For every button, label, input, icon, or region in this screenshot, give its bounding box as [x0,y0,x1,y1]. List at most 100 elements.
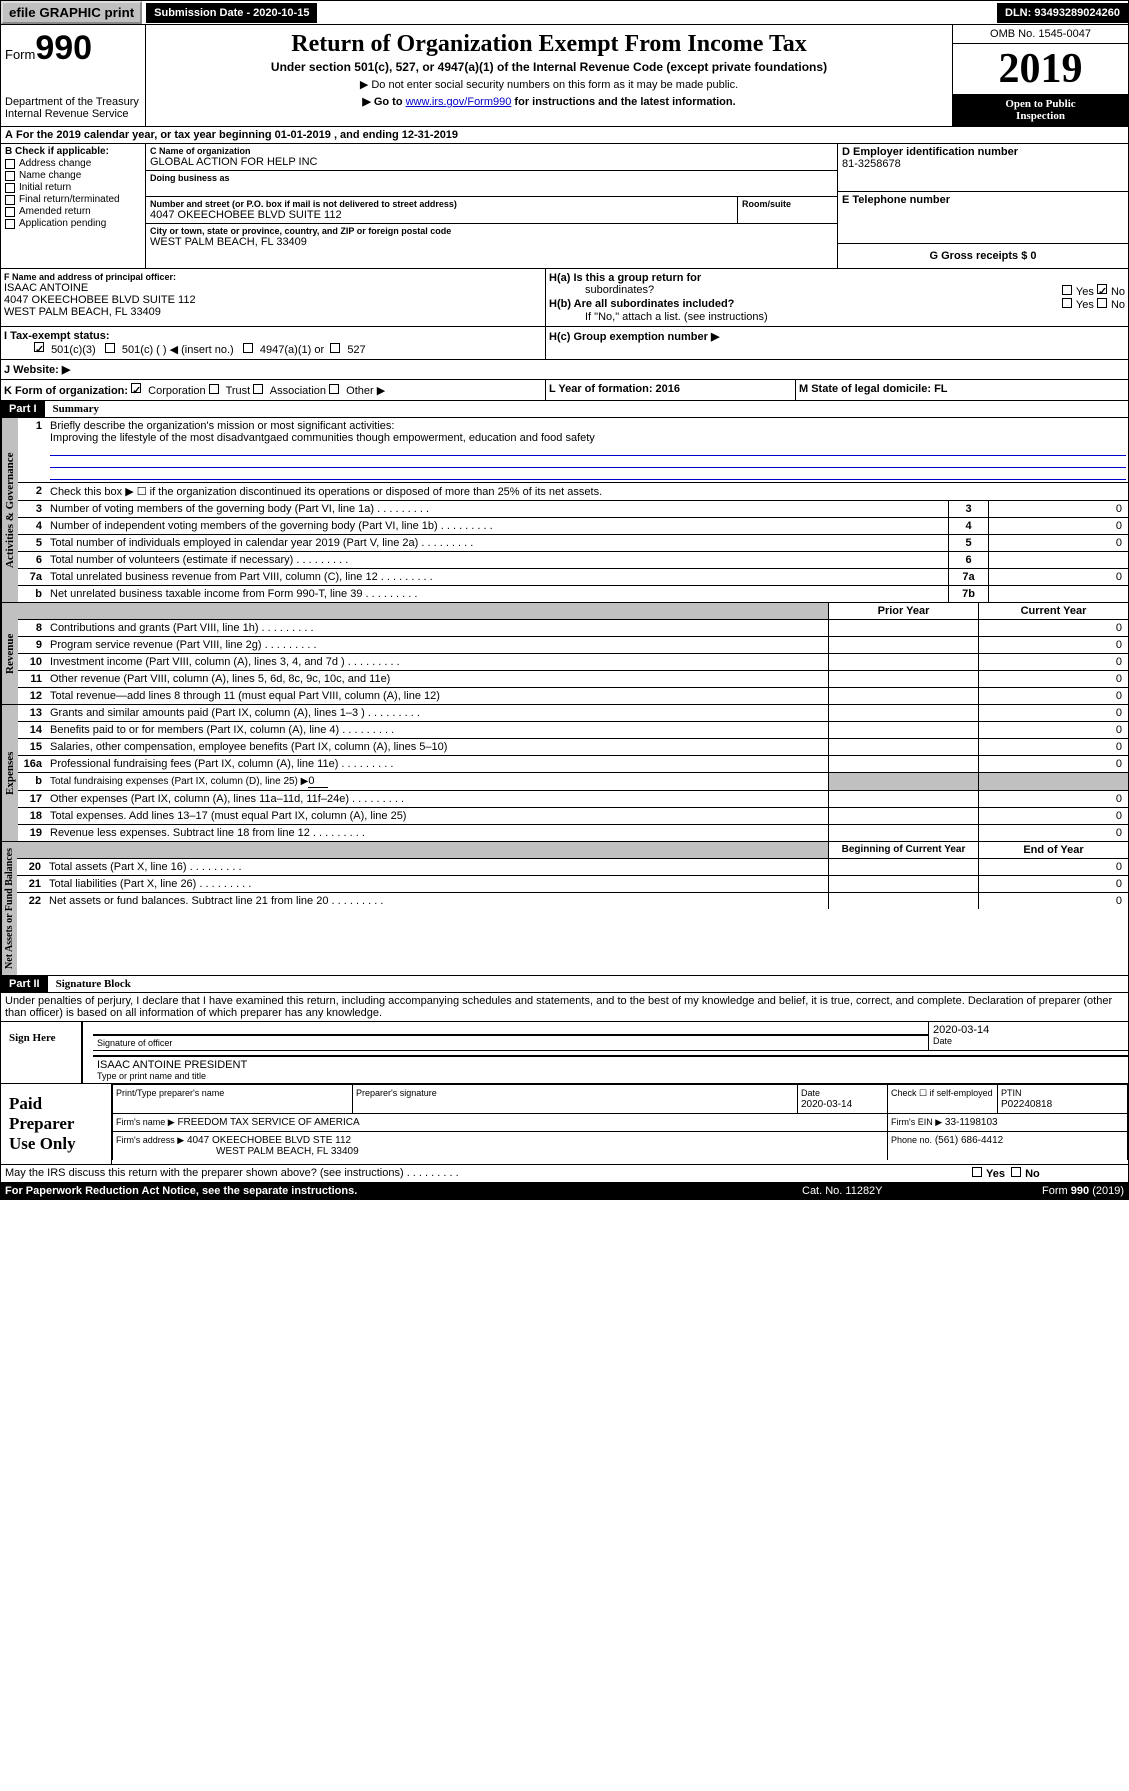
cb-501c3[interactable]: ✓ [34,342,44,352]
c20: 0 [978,859,1128,875]
checkbox-address[interactable] [5,159,15,169]
firm-addr1: 4047 OKEECHOBEE BLVD STE 112 [187,1135,351,1146]
tax-status-label: I Tax-exempt status: [4,330,110,342]
sig-officer-label: Signature of officer [97,1038,924,1048]
sign-here-label: Sign Here [1,1022,81,1083]
line22: Net assets or fund balances. Subtract li… [47,893,828,909]
line19: Revenue less expenses. Subtract line 18 … [48,825,828,841]
part1-title: Summary [45,401,107,417]
ha-no[interactable]: ✓ [1097,284,1107,294]
hc-label: H(c) Group exemption number ▶ [549,331,719,343]
line7a: Total unrelated business revenue from Pa… [48,569,948,585]
self-employed: Check ☐ if self-employed [891,1088,993,1098]
c9: 0 [978,637,1128,653]
line4: Number of independent voting members of … [48,518,948,534]
city-label: City or town, state or province, country… [150,226,833,236]
form990-link[interactable]: www.irs.gov/Form990 [406,96,512,108]
checkbox-amended[interactable] [5,207,15,217]
formation-row: K Form of organization: ✓ Corporation Tr… [0,380,1129,401]
date-label: Date [933,1036,1124,1046]
officer-addr1: 4047 OKEECHOBEE BLVD SUITE 112 [4,294,542,306]
line10: Investment income (Part VIII, column (A)… [48,654,828,670]
firm-ein: 33-1198103 [945,1117,998,1128]
firm-addr2: WEST PALM BEACH, FL 33409 [116,1146,359,1157]
c8: 0 [978,620,1128,636]
type-name-label: Type or print name and title [97,1071,1124,1081]
part1-num: Part I [1,401,45,417]
cb-501c[interactable] [105,343,115,353]
mission-text: Improving the lifestyle of the most disa… [50,432,595,444]
hb-no[interactable] [1097,298,1107,308]
prep-sig-label: Preparer's signature [356,1088,437,1098]
current-year: Current Year [978,603,1128,619]
cb-trust[interactable] [209,384,219,394]
paperwork-notice: For Paperwork Reduction Act Notice, see … [5,1185,357,1197]
ein-value: 81-3258678 [842,158,1124,170]
c19: 0 [978,825,1128,841]
cb-assoc[interactable] [253,384,263,394]
dln: DLN: 93493289024260 [997,3,1128,23]
ha-yes[interactable] [1062,285,1072,295]
line11: Other revenue (Part VIII, column (A), li… [48,671,828,687]
goto-note: ▶ Go to www.irs.gov/Form990 for instruct… [152,95,946,108]
val3: 0 [988,501,1128,517]
prep-date: 2020-03-14 [801,1099,852,1110]
sign-here-section: Sign Here Signature of officer 2020-03-1… [0,1022,1129,1084]
prep-name-label: Print/Type preparer's name [116,1088,224,1098]
line18: Total expenses. Add lines 13–17 (must eq… [48,808,828,824]
checkbox-initial[interactable] [5,183,15,193]
tax-year: 2019 [953,44,1128,94]
hb-note: If "No," attach a list. (see instruction… [549,311,1125,323]
efile-button[interactable]: efile GRAPHIC print [1,1,142,24]
checkbox-pending[interactable] [5,219,15,229]
paid-preparer-section: Paid Preparer Use Only Print/Type prepar… [0,1084,1129,1165]
firm-name: FREEDOM TAX SERVICE OF AMERICA [177,1117,359,1128]
checkbox-name[interactable] [5,171,15,181]
checkbox-final[interactable] [5,195,15,205]
cb-4947[interactable] [243,343,253,353]
line5: Total number of individuals employed in … [48,535,948,551]
cb-527[interactable] [330,343,340,353]
line3: Number of voting members of the governin… [48,501,948,517]
expenses-label: Expenses [1,705,18,841]
part1-header: Part I Summary [0,401,1129,418]
top-bar: efile GRAPHIC print Submission Date - 20… [0,0,1129,25]
box-b: B Check if applicable: Address change Na… [1,144,146,268]
penalties-text: Under penalties of perjury, I declare th… [0,993,1129,1022]
period-text: A For the 2019 calendar year, or tax yea… [1,127,462,143]
tax-status-row: I Tax-exempt status: ✓ 501(c)(3) 501(c) … [0,327,1129,360]
period-row: A For the 2019 calendar year, or tax yea… [0,127,1129,144]
activities-section: Activities & Governance 1Briefly describ… [0,418,1129,603]
activities-label: Activities & Governance [1,418,18,602]
form-org-label: K Form of organization: [4,385,128,397]
form-label: Form [5,47,35,62]
omb-number: OMB No. 1545-0047 [953,25,1128,44]
c17: 0 [978,791,1128,807]
end-year: End of Year [978,842,1128,858]
prior-year: Prior Year [828,603,978,619]
line8: Contributions and grants (Part VIII, lin… [48,620,828,636]
city-value: WEST PALM BEACH, FL 33409 [150,236,833,248]
room-label: Room/suite [742,199,833,209]
officer-name: ISAAC ANTOINE [4,282,542,294]
ein-label: D Employer identification number [842,146,1124,158]
state-domicile: M State of legal domicile: FL [799,383,948,395]
cat-no: Cat. No. 11282Y [798,1183,978,1199]
line14: Benefits paid to or for members (Part IX… [48,722,828,738]
line7b: Net unrelated business taxable income fr… [48,586,948,602]
line2: Check this box ▶ ☐ if the organization d… [48,483,1128,500]
officer-nametitle: ISAAC ANTOINE PRESIDENT [97,1059,1124,1071]
hb-yes[interactable] [1062,298,1072,308]
cb-corp[interactable]: ✓ [131,383,141,393]
val5: 0 [988,535,1128,551]
irs-yes[interactable] [972,1167,982,1177]
line16b: Total fundraising expenses (Part IX, col… [48,773,828,790]
revenue-section: Revenue Prior YearCurrent Year 8Contribu… [0,603,1129,705]
goto-pre: ▶ Go to [362,96,405,108]
preparer-table: Print/Type preparer's name Preparer's si… [112,1084,1128,1160]
form-footer: Form 990 (2019) [978,1183,1128,1199]
c14: 0 [978,722,1128,738]
form-subtitle: Under section 501(c), 527, or 4947(a)(1)… [152,60,946,74]
cb-other[interactable] [329,384,339,394]
irs-no[interactable] [1011,1167,1021,1177]
